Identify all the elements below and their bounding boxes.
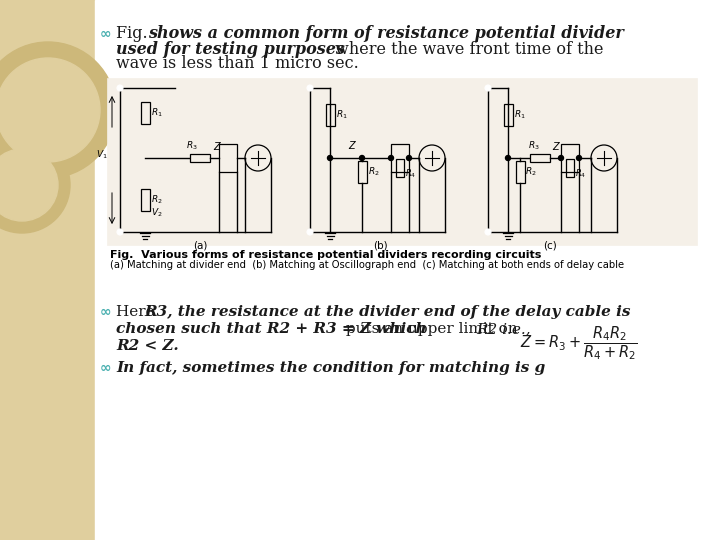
Bar [358,161,366,183]
Bar [516,161,524,183]
Text: puts an upper limit on: puts an upper limit on [341,322,523,336]
Text: $R_1$: $R_1$ [514,109,526,122]
Circle shape [485,85,491,91]
Text: R2 i.e.,: R2 i.e., [476,322,531,336]
Bar [95,0,720,540]
Text: ∞: ∞ [100,361,112,375]
Circle shape [559,156,564,160]
Circle shape [117,85,123,91]
Circle shape [117,229,123,235]
Circle shape [0,42,116,178]
Text: $R_2$: $R_2$ [525,166,536,178]
Circle shape [0,149,58,221]
Circle shape [407,156,412,160]
Text: R3, the resistance at the divider end of the delay cable is: R3, the resistance at the divider end of… [144,305,631,319]
Text: used for testing purposes: used for testing purposes [116,40,345,57]
Text: Fig.: Fig. [116,25,163,43]
Circle shape [328,156,333,160]
Text: In fact, sometimes the condition for matching is g: In fact, sometimes the condition for mat… [116,361,545,375]
Circle shape [0,137,70,233]
Circle shape [577,156,582,160]
Text: $R_4$: $R_4$ [405,168,416,180]
Bar [107,78,697,245]
Text: Z: Z [213,142,220,152]
Circle shape [359,156,364,160]
Text: Z: Z [552,142,559,152]
Circle shape [307,229,313,235]
Circle shape [389,156,394,160]
Bar [561,144,579,172]
Text: where the wave front time of the: where the wave front time of the [330,40,603,57]
Text: $R_3$: $R_3$ [528,140,540,152]
Bar [503,104,513,126]
Text: $V_2$: $V_2$ [151,207,163,219]
Circle shape [0,58,100,162]
Text: (b): (b) [373,241,387,251]
Text: (c): (c) [543,241,557,251]
Bar [396,159,404,177]
Text: $R_1$: $R_1$ [151,107,163,119]
Text: ∞: ∞ [100,27,112,41]
Text: shows a common form of resistance potential divider: shows a common form of resistance potent… [148,25,624,43]
Bar [0,0,95,540]
Text: Z: Z [348,141,355,151]
Bar [566,159,574,177]
Text: wave is less than 1 micro sec.: wave is less than 1 micro sec. [116,56,359,72]
Circle shape [307,85,313,91]
Bar [325,104,335,126]
Bar [190,154,210,162]
Circle shape [505,156,510,160]
Text: chosen such that R2 + R3 = Z which: chosen such that R2 + R3 = Z which [116,322,427,336]
Text: R2 < Z.: R2 < Z. [116,339,179,353]
Text: $V_1$: $V_1$ [96,148,108,161]
Text: $R_2$: $R_2$ [151,194,163,206]
Bar [530,154,550,162]
Bar [140,102,150,124]
Circle shape [485,229,491,235]
Text: ∞: ∞ [100,305,112,319]
Text: $R_3$: $R_3$ [186,140,198,152]
Text: $Z = R_3 + \dfrac{R_4 R_2}{R_4 + R_2}$: $Z = R_3 + \dfrac{R_4 R_2}{R_4 + R_2}$ [520,324,638,362]
Text: $R_4$: $R_4$ [575,168,586,180]
Text: $R_1$: $R_1$ [336,109,348,122]
Text: (a): (a) [193,241,207,251]
Text: Fig.  Various forms of resistance potential dividers recording circuits: Fig. Various forms of resistance potenti… [110,250,541,260]
Text: (a) Matching at divider end  (b) Matching at Oscillograph end  (c) Matching at b: (a) Matching at divider end (b) Matching… [110,260,624,270]
Bar [391,144,409,172]
Bar [140,189,150,211]
Bar [219,144,237,172]
Text: $R_2$: $R_2$ [368,166,379,178]
Text: Here: Here [116,305,160,319]
